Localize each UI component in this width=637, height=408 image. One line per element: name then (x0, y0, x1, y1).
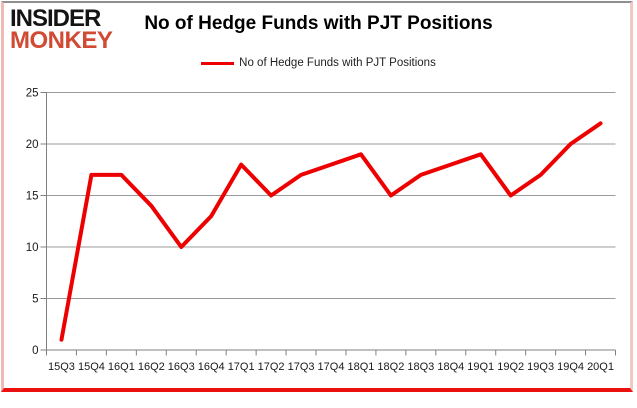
x-axis-tick-label: 17Q1 (228, 361, 255, 373)
x-axis-tick-label: 16Q2 (138, 361, 165, 373)
y-axis-tick-label: 15 (26, 191, 39, 203)
x-axis-tick-label: 19Q3 (527, 361, 554, 373)
chart-title: No of Hedge Funds with PJT Positions (144, 13, 493, 34)
y-axis-tick-label: 10 (26, 242, 39, 254)
y-axis-tick-label: 0 (32, 345, 38, 357)
x-axis-tick-label: 18Q4 (437, 361, 464, 373)
x-axis-tick-label: 19Q2 (497, 361, 524, 373)
x-axis-tick-label: 17Q4 (318, 361, 345, 373)
chart-card-frame (1, 1, 633, 392)
x-axis-tick-label: 18Q1 (347, 361, 374, 373)
y-axis-tick-label: 25 (26, 88, 39, 100)
legend-series-label: No of Hedge Funds with PJT Positions (239, 57, 436, 69)
x-axis-tick-label: 19Q1 (467, 361, 494, 373)
legend-line-swatch-icon (201, 61, 235, 65)
x-axis-tick-label: 20Q1 (587, 361, 614, 373)
series-line-hedge-funds (59, 121, 603, 342)
x-axis-tick-label: 17Q3 (288, 361, 315, 373)
x-axis-tick-label: 17Q2 (258, 361, 285, 373)
x-axis-tick-label: 19Q4 (557, 361, 584, 373)
x-axis-tick-label: 15Q3 (48, 361, 75, 373)
logo-word-insider: INSIDER (10, 5, 101, 32)
x-axis-tick-label: 18Q3 (407, 361, 434, 373)
x-axis-tick-label: 16Q3 (168, 361, 195, 373)
insider-monkey-logo: INSIDER MONKEY (10, 5, 113, 54)
logo-word-monkey: MONKEY (10, 27, 113, 54)
x-axis-tick-label: 15Q4 (78, 361, 105, 373)
y-axis-tick-label: 20 (26, 139, 39, 151)
x-axis-tick-label: 16Q1 (108, 361, 135, 373)
y-axis-tick-label: 5 (32, 294, 38, 306)
x-axis-tick-label: 16Q4 (198, 361, 225, 373)
chart-legend: No of Hedge Funds with PJT Positions (0, 57, 637, 69)
x-axis-tick-label: 18Q2 (377, 361, 404, 373)
